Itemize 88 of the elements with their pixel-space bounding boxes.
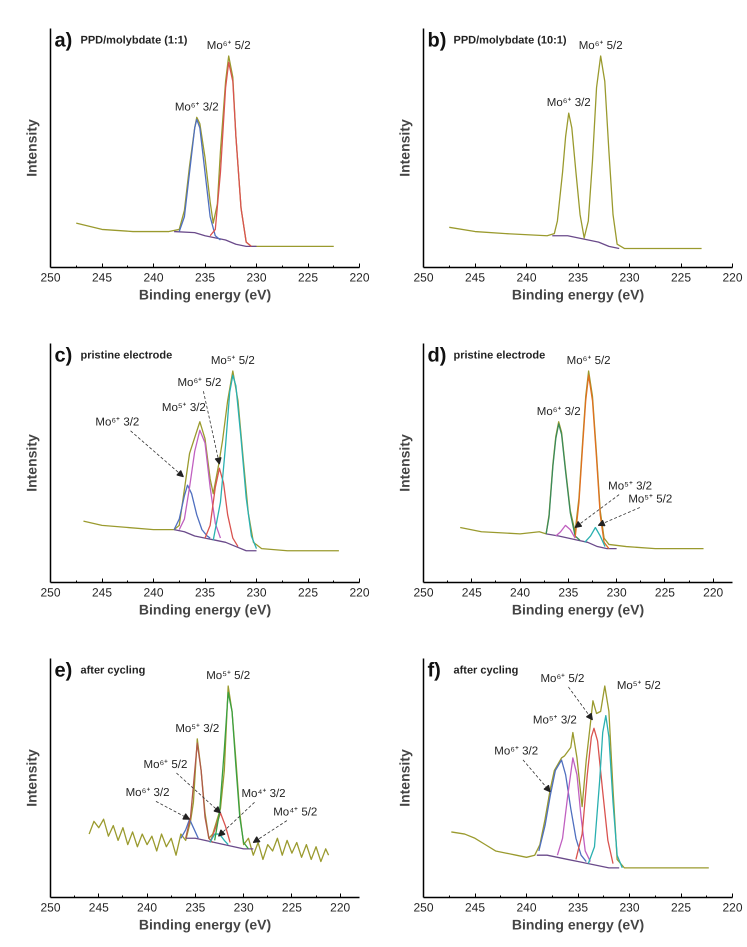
x-tick-label: 240 (516, 900, 537, 914)
x-tick-label: 240 (510, 586, 530, 600)
chart-subtitle: after cycling (80, 664, 146, 676)
annotation: Mo⁵⁺ 5/2 (628, 493, 672, 506)
annotation: Mo⁴⁺ 3/2 (241, 788, 286, 800)
chart-subtitle: pristine electrode (80, 350, 172, 362)
chart-subtitle: PPD/molybdate (10:1) (454, 34, 567, 46)
annotation: Mo⁶⁺ 5/2 (144, 758, 188, 771)
annotation: Mo⁶⁺ 5/2 (578, 40, 623, 52)
x-tick-label: 245 (464, 270, 486, 284)
y-axis-title: Intensity (396, 434, 412, 492)
x-tick-label: 220 (349, 586, 370, 600)
annotation: Mo⁵⁺ 3/2 (608, 480, 652, 493)
annotation: Mo⁵⁺ 5/2 (210, 354, 255, 367)
y-axis-title: Intensity (396, 749, 412, 807)
x-tick-label: 230 (246, 270, 267, 284)
annotation: Mo⁴⁺ 5/2 (273, 806, 318, 819)
x-tick-label: 225 (282, 900, 302, 914)
x-tick-label: 235 (194, 586, 216, 600)
chart-subtitle: after cycling (454, 664, 518, 676)
x-tick-label: 245 (92, 270, 112, 284)
annotation: Mo⁶⁺ 3/2 (536, 406, 581, 418)
x-tick-label: 240 (143, 270, 164, 284)
x-axis-title: Binding energy (eV) (138, 286, 272, 302)
x-tick-label: 245 (92, 586, 112, 600)
x-tick-label: 220 (349, 270, 370, 284)
annotation: Mo⁵⁺ 5/2 (616, 680, 661, 692)
x-tick-label: 240 (137, 900, 158, 914)
x-tick-label: 230 (246, 586, 267, 600)
x-axis-title: Binding energy (eV) (138, 916, 272, 932)
chart-subtitle: PPD/molybdate (1:1) (80, 34, 188, 46)
x-tick-label: 250 (40, 586, 61, 600)
x-tick-label: 235 (185, 900, 206, 914)
x-tick-label: 250 (413, 270, 434, 284)
annotation: Mo⁶⁺ 3/2 (126, 787, 170, 800)
annotation: Mo⁵⁺ 3/2 (162, 402, 206, 414)
x-tick-label: 250 (40, 900, 61, 914)
x-tick-label: 245 (462, 586, 482, 600)
x-tick-label: 220 (722, 900, 743, 914)
annotation: Mo⁶⁺ 3/2 (494, 746, 538, 758)
x-tick-label: 225 (298, 270, 318, 284)
annotation: Mo⁵⁺ 3/2 (532, 714, 577, 727)
x-tick-label: 220 (703, 586, 724, 600)
x-tick-label: 235 (568, 900, 588, 914)
annotation: Mo⁶⁺ 3/2 (95, 416, 140, 429)
x-axis-title: Binding energy (eV) (512, 286, 644, 302)
x-tick-label: 220 (722, 270, 743, 284)
y-axis-title: Intensity (24, 119, 40, 177)
x-tick-label: 235 (568, 270, 588, 284)
x-tick-label: 240 (516, 270, 537, 284)
chart-title: e) (54, 660, 72, 682)
x-tick-label: 225 (654, 586, 676, 600)
x-tick-label: 235 (558, 586, 579, 600)
x-tick-label: 225 (670, 900, 692, 914)
chart-title: d) (428, 344, 446, 366)
chart-title: c) (54, 344, 72, 366)
x-tick-label: 230 (619, 900, 640, 914)
x-tick-label: 240 (143, 586, 164, 600)
x-axis-title: Binding energy (eV) (512, 602, 644, 618)
x-tick-label: 230 (606, 586, 627, 600)
x-tick-label: 220 (330, 900, 351, 914)
annotation: Mo⁵⁺ 3/2 (175, 722, 220, 735)
annotation: Mo⁶⁺ 5/2 (177, 377, 222, 390)
x-tick-label: 230 (234, 900, 254, 914)
chart-title: f) (428, 660, 441, 682)
x-axis-title: Binding energy (eV) (512, 916, 644, 932)
x-tick-label: 250 (40, 270, 61, 284)
chart-subtitle: pristine electrode (454, 350, 546, 362)
x-tick-label: 230 (619, 270, 640, 284)
x-tick-label: 245 (464, 900, 486, 914)
annotation: Mo⁶⁺ 5/2 (206, 40, 251, 52)
x-tick-label: 250 (413, 586, 434, 600)
x-tick-label: 250 (413, 900, 434, 914)
x-tick-label: 245 (88, 900, 110, 914)
y-axis-title: Intensity (396, 119, 412, 177)
chart-title: b) (428, 30, 446, 52)
annotation: Mo⁵⁺ 5/2 (206, 670, 250, 682)
annotation: Mo⁶⁺ 5/2 (540, 672, 584, 685)
x-tick-label: 235 (194, 270, 216, 284)
annotation: Mo⁶⁺ 3/2 (546, 97, 591, 110)
annotation: Mo⁶⁺ 5/2 (566, 354, 611, 367)
x-axis-title: Binding energy (eV) (138, 602, 272, 618)
chart-title: a) (54, 30, 72, 52)
x-tick-label: 225 (298, 586, 318, 600)
y-axis-title: Intensity (24, 749, 40, 807)
annotation: Mo⁶⁺ 3/2 (174, 101, 219, 114)
y-axis-title: Intensity (24, 434, 40, 492)
x-tick-label: 225 (670, 270, 692, 284)
